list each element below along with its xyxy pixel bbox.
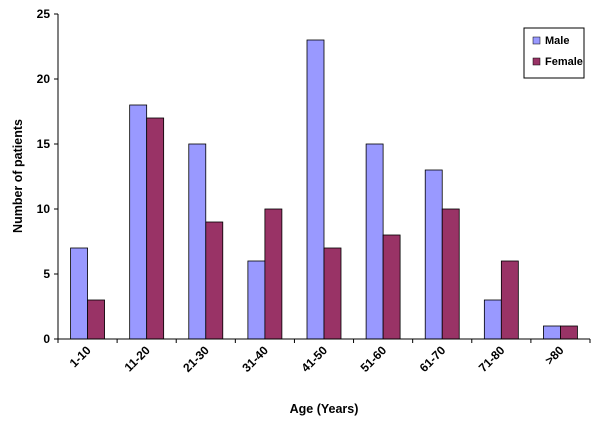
bars-group bbox=[70, 39, 578, 340]
bar-male-6 bbox=[424, 169, 443, 340]
x-tick-label: 41-50 bbox=[299, 343, 331, 375]
bar-male-5 bbox=[365, 143, 384, 340]
legend: Male Female bbox=[523, 27, 585, 79]
y-tick-label: 0 bbox=[43, 332, 50, 346]
y-axis-ticks: 0 5 10 15 20 25 bbox=[37, 7, 58, 346]
x-tick-label: 51-60 bbox=[358, 343, 390, 375]
y-tick-label: 15 bbox=[37, 137, 51, 151]
y-tick-label: 10 bbox=[37, 202, 51, 216]
x-axis-title: Age (Years) bbox=[290, 402, 359, 416]
x-tick-label: 1-10 bbox=[67, 343, 94, 370]
bar-female-1 bbox=[146, 117, 165, 340]
y-tick-label: 20 bbox=[37, 72, 51, 86]
x-tick-label: 71-80 bbox=[476, 343, 508, 375]
bar-male-8 bbox=[543, 325, 561, 340]
x-tick-label: 21-30 bbox=[180, 343, 212, 375]
bar-male-1 bbox=[129, 104, 148, 340]
bar-male-3 bbox=[247, 260, 266, 340]
bar-female-8 bbox=[560, 325, 578, 340]
legend-box bbox=[523, 27, 585, 79]
bar-female-2 bbox=[205, 221, 224, 340]
x-tick-label: 11-20 bbox=[122, 343, 153, 374]
bar-female-3 bbox=[264, 208, 283, 340]
bar-female-6 bbox=[441, 208, 460, 340]
x-axis-ticks: 1-10 11-20 21-30 31-40 41-50 51-60 61-70 71-80 >… bbox=[57, 339, 591, 375]
bar-male-7 bbox=[483, 299, 502, 340]
y-tick-label: 5 bbox=[43, 267, 50, 281]
bar-female-0 bbox=[87, 299, 105, 340]
x-tick-label: 61-70 bbox=[417, 343, 449, 375]
legend-swatch-male bbox=[532, 36, 541, 45]
bar-male-0 bbox=[70, 247, 88, 340]
y-axis-title: Number of patients bbox=[11, 119, 25, 233]
x-tick-label: 31-40 bbox=[239, 343, 271, 375]
bar-female-4 bbox=[323, 247, 342, 340]
bar-male-4 bbox=[306, 39, 325, 340]
bar-male-2 bbox=[188, 143, 207, 340]
bar-female-5 bbox=[382, 234, 401, 340]
bar-female-7 bbox=[500, 260, 519, 340]
x-tick-label: >80 bbox=[542, 343, 567, 368]
legend-label-female: Female bbox=[545, 56, 583, 68]
legend-label-male: Male bbox=[545, 35, 569, 47]
y-tick-label: 25 bbox=[37, 7, 51, 21]
legend-swatch-female bbox=[532, 57, 541, 66]
